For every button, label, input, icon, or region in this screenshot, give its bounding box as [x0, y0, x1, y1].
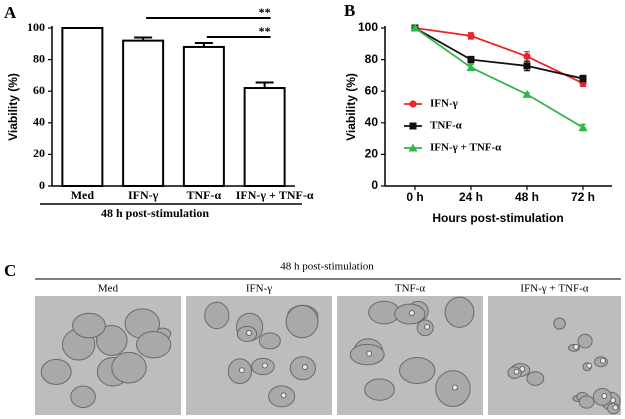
y-tick-label: 20	[365, 147, 379, 161]
legend-label: IFN-γ	[430, 98, 458, 110]
cell	[72, 312, 106, 339]
series-line	[414, 27, 584, 129]
cell	[111, 351, 147, 384]
panel-letter: A	[4, 3, 17, 22]
bar	[122, 39, 165, 187]
vesicle	[573, 343, 579, 350]
cell	[526, 371, 545, 386]
cell	[553, 317, 566, 330]
vesicle	[262, 362, 268, 369]
x-tick-label: IFN-γ	[128, 188, 159, 202]
cell	[258, 332, 281, 350]
vesicle	[601, 393, 608, 399]
cell	[285, 305, 319, 339]
cell	[136, 331, 172, 359]
x-tick-label: 24 h	[459, 190, 483, 204]
y-tick-label: 40	[33, 115, 45, 129]
y-tick-label: 20	[33, 146, 45, 160]
cell	[40, 358, 72, 385]
vesicle	[238, 367, 245, 374]
cell	[95, 324, 128, 356]
y-axis-label: Viability (%)	[344, 73, 358, 141]
y-axis-label: Viability (%)	[6, 73, 20, 141]
marker	[579, 75, 587, 83]
cell	[577, 333, 593, 349]
y-tick-label: 0	[39, 178, 45, 192]
cell	[444, 296, 475, 328]
cell	[399, 357, 436, 384]
x-axis-label: 48 h post-stimulation	[101, 206, 209, 220]
vesicle	[452, 384, 458, 391]
legend-label: IFN-γ + TNF-α	[430, 142, 502, 154]
y-tick-label: 100	[358, 20, 378, 34]
marker	[523, 62, 531, 70]
y-tick-label: 60	[33, 83, 45, 97]
significance-label: **	[259, 24, 271, 38]
marker	[522, 89, 532, 98]
vesicle	[366, 350, 373, 357]
y-tick-label: 40	[365, 115, 379, 129]
vesicle	[612, 404, 619, 411]
panel-letter: C	[4, 261, 16, 280]
cell	[70, 385, 96, 409]
y-tick-label: 80	[365, 52, 379, 66]
marker	[467, 32, 475, 40]
marker	[523, 52, 531, 61]
vesicle	[280, 392, 287, 399]
vesicle	[301, 364, 308, 371]
micrograph	[488, 296, 621, 415]
panel-title: 48 h post-stimulation	[280, 261, 374, 273]
marker	[466, 63, 476, 71]
bar	[61, 27, 104, 187]
image-label: TNF-α	[395, 283, 425, 295]
legend-marker	[408, 143, 418, 152]
vesicle	[424, 323, 431, 330]
y-tick-label: 100	[27, 20, 45, 34]
series-line	[414, 27, 584, 80]
image-label: Med	[98, 283, 119, 295]
marker	[578, 123, 588, 132]
vesicle	[586, 362, 593, 369]
micrograph	[35, 296, 181, 415]
image-label: IFN-γ	[246, 283, 272, 295]
vesicle	[513, 368, 520, 375]
vesicle	[408, 310, 415, 316]
x-axis-label: Hours post-stimulation	[432, 211, 563, 225]
series-line	[414, 27, 584, 85]
cell	[204, 301, 230, 330]
x-tick-label: 48 h	[515, 190, 539, 204]
vesicle	[246, 330, 252, 336]
x-tick-label: Med	[71, 188, 95, 202]
micrograph	[186, 296, 332, 415]
legend-marker	[409, 100, 417, 108]
micrograph	[337, 296, 483, 415]
cell	[364, 378, 395, 401]
vesicle	[600, 357, 606, 364]
x-tick-label: 72 h	[571, 190, 595, 204]
legend-label: TNF-α	[430, 120, 463, 132]
bar	[243, 87, 286, 187]
bar	[182, 45, 225, 187]
x-tick-label: 0 h	[406, 190, 423, 204]
significance-label: **	[259, 5, 271, 19]
y-tick-label: 0	[371, 178, 378, 192]
x-tick-label: TNF-α	[187, 188, 222, 202]
y-tick-label: 80	[33, 51, 45, 65]
x-tick-label: IFN-γ + TNF-α	[236, 188, 314, 202]
y-tick-label: 60	[365, 83, 379, 97]
marker	[410, 23, 420, 32]
image-label: IFN-γ + TNF-α	[520, 283, 588, 295]
legend-marker	[409, 122, 417, 130]
cell	[578, 395, 595, 409]
panel-letter: B	[344, 1, 355, 20]
marker	[467, 56, 475, 64]
